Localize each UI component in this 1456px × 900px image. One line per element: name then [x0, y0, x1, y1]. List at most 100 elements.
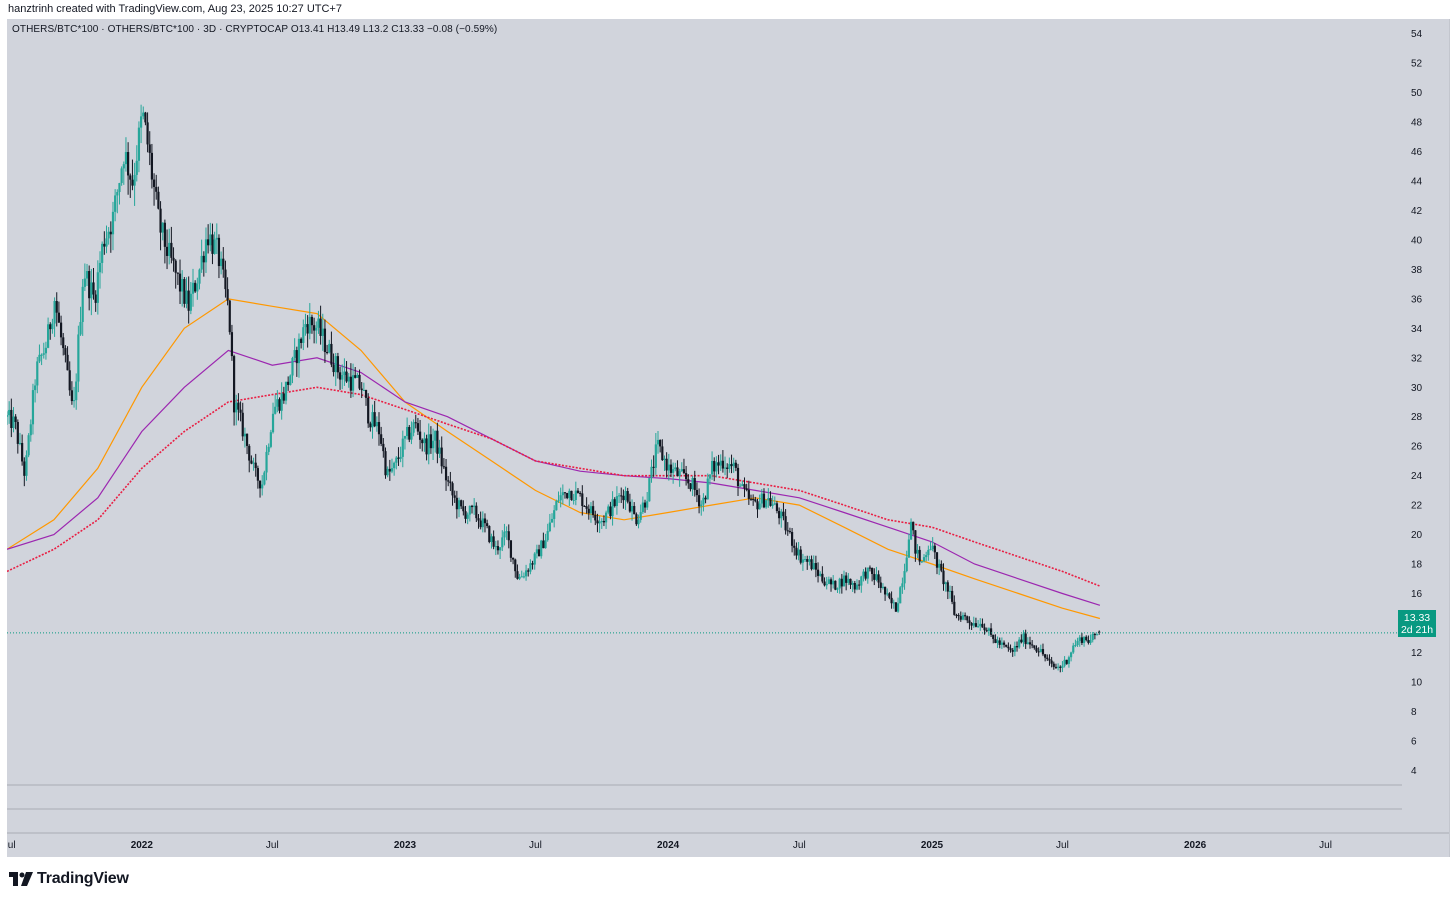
candle-body [966, 616, 969, 621]
candle-body [1013, 646, 1016, 652]
candle-body [922, 557, 926, 562]
candle-body [53, 301, 56, 324]
candle-body [706, 478, 709, 500]
candle-body [524, 570, 528, 577]
candle-body [752, 499, 755, 501]
candle-body [734, 462, 737, 468]
candle-body [592, 506, 595, 516]
candle-body [1082, 636, 1086, 643]
candle-body [1026, 642, 1029, 645]
time-tick-label: 2022 [131, 840, 154, 851]
candle-body [55, 301, 58, 313]
candle-body [509, 540, 513, 558]
candle-body [925, 555, 928, 558]
candle-body [816, 569, 820, 576]
candle-body [250, 460, 253, 464]
candle-body [332, 364, 335, 373]
candle-body [557, 500, 560, 502]
candle-body [529, 563, 532, 572]
candle-body [888, 593, 891, 598]
candle-body [403, 436, 407, 439]
candle-body [840, 578, 843, 587]
price-tick-label: 52 [1411, 59, 1423, 70]
candle-body [626, 491, 629, 502]
candle-body [665, 458, 668, 471]
candle-body [821, 573, 824, 582]
candle-body [170, 242, 173, 258]
time-axis[interactable]: Jul 2022 Jul 2023 Jul 2024 Jul 2025 Jul 2026 Jul [7, 840, 1332, 851]
price-tick-label: 6 [1411, 736, 1417, 747]
candle-body [68, 370, 71, 391]
candle-body [457, 500, 461, 510]
candle-body [933, 545, 936, 553]
candle-body [122, 164, 125, 169]
candle-body [103, 243, 106, 247]
tradingview-brand[interactable]: TradingView [9, 868, 129, 890]
symbol-legend[interactable]: OTHERS/BTC*100 · OTHERS/BTC*100 · 3D · C… [12, 24, 498, 35]
candle-body [1046, 657, 1049, 660]
candle-body [860, 576, 863, 586]
candle-body [83, 278, 86, 287]
candle-body [561, 492, 564, 496]
candle-body [172, 257, 175, 261]
time-tick-label: 2023 [394, 840, 417, 851]
candle-body [90, 282, 93, 299]
candle-body [174, 260, 177, 273]
candle-body [795, 547, 798, 556]
candle-body [1065, 659, 1068, 664]
candle-body [470, 505, 474, 508]
candle-body [29, 424, 32, 436]
candle-body [494, 546, 497, 548]
candle-body [579, 492, 582, 494]
candle-body [964, 615, 967, 617]
candle-body [635, 514, 638, 525]
price-tick-label: 30 [1411, 383, 1423, 394]
candle-body [881, 586, 885, 588]
candle-body [70, 390, 73, 402]
price-tick-label: 48 [1411, 118, 1423, 129]
price-tick-label: 40 [1411, 235, 1423, 246]
time-tick-label: Jul [1319, 840, 1332, 851]
candle-body [295, 350, 298, 364]
candle-body [284, 381, 288, 401]
candle-body [449, 481, 452, 484]
candle-body [245, 433, 249, 446]
candle-body [358, 374, 361, 389]
candle-body [178, 273, 182, 292]
candle-body [641, 502, 644, 513]
chart-panel[interactable]: 4681012141618202224262830323436384042444… [7, 19, 1450, 857]
candle-body [142, 112, 145, 117]
candle-body [862, 571, 865, 577]
candle-body [304, 324, 307, 328]
candle-body [847, 578, 850, 583]
candle-body [503, 531, 506, 538]
candle-body [479, 520, 482, 528]
candle-body [1031, 644, 1034, 646]
candle-body [27, 435, 30, 456]
candle-body [325, 352, 329, 354]
candle-body [278, 399, 281, 411]
candle-body [1041, 649, 1045, 655]
candle-body [21, 442, 24, 462]
candle-body [384, 451, 387, 476]
candle-body [505, 531, 508, 533]
candle-body [574, 490, 577, 500]
candle-body [442, 466, 445, 468]
candle-body [669, 464, 673, 473]
candle-body [351, 375, 355, 391]
candle-body [263, 472, 266, 485]
candle-body [8, 409, 11, 416]
price-axis[interactable]: 4681012141618202224262830323436384042444… [1411, 29, 1423, 777]
candle-body [254, 462, 257, 469]
candle-body [674, 467, 677, 470]
candle-body [94, 294, 97, 303]
candle-body [819, 573, 822, 576]
candle-body [185, 290, 188, 304]
candle-body [992, 634, 995, 639]
candle-body [520, 576, 523, 578]
price-chart[interactable]: 4681012141618202224262830323436384042444… [7, 19, 1449, 857]
candle-body [765, 500, 768, 508]
candle-body [769, 498, 772, 506]
candle-body [211, 234, 214, 254]
candle-body [477, 518, 480, 521]
